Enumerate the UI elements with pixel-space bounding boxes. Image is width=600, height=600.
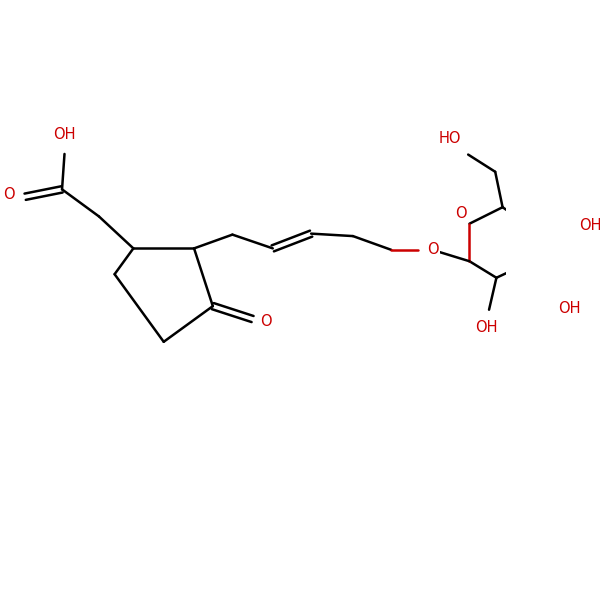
Text: O: O [260,314,271,329]
Text: O: O [427,242,439,257]
Text: O: O [3,187,14,202]
Text: HO: HO [438,131,461,146]
Text: OH: OH [558,301,581,316]
Text: OH: OH [580,218,600,233]
Text: OH: OH [475,320,498,335]
Text: O: O [455,206,467,221]
Text: OH: OH [53,127,76,142]
